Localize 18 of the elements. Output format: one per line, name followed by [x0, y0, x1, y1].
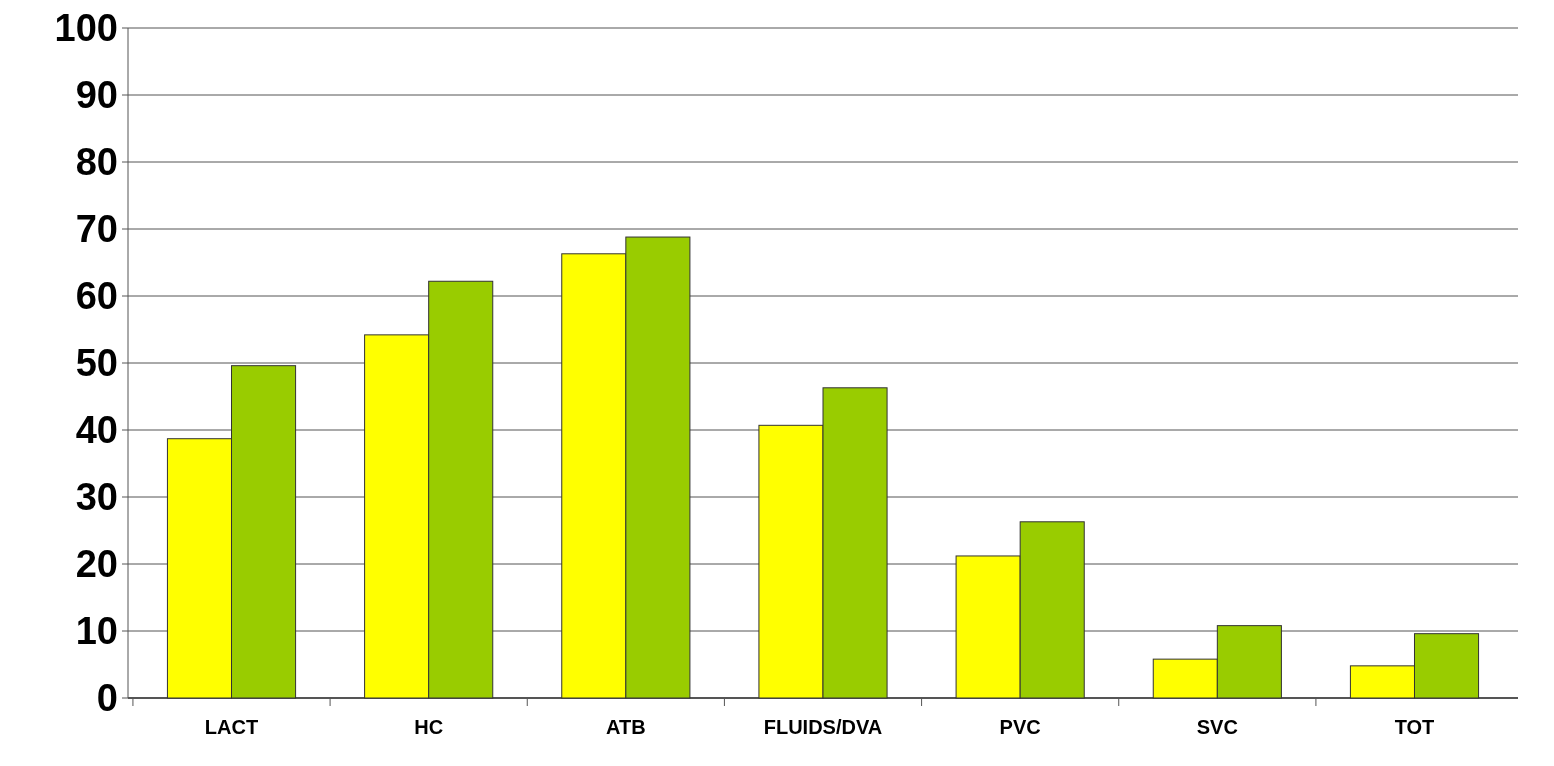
y-tick-label: 20	[75, 543, 118, 586]
y-tick-label: 90	[75, 74, 118, 117]
y-tick-label: 40	[75, 409, 118, 452]
x-tick-label: SVC	[1196, 716, 1238, 738]
y-tick-label: 60	[75, 275, 118, 318]
x-tick-label: TOT	[1394, 716, 1435, 738]
y-tick-label: 70	[75, 208, 118, 251]
y-tick-label: 50	[75, 342, 118, 385]
y-tick-label: 80	[75, 141, 118, 184]
x-tick-label: HC	[414, 716, 444, 738]
x-tick-label: LACT	[204, 716, 259, 738]
y-tick-label: 30	[75, 476, 118, 519]
y-tick-label: 10	[75, 610, 118, 653]
y-tick-label: 100	[54, 7, 118, 50]
y-tick-label: 0	[96, 677, 118, 720]
x-tick-label: PVC	[999, 716, 1041, 738]
x-tick-label: FLUIDS/DVA	[763, 716, 883, 738]
x-tick-label: ATB	[606, 716, 646, 738]
